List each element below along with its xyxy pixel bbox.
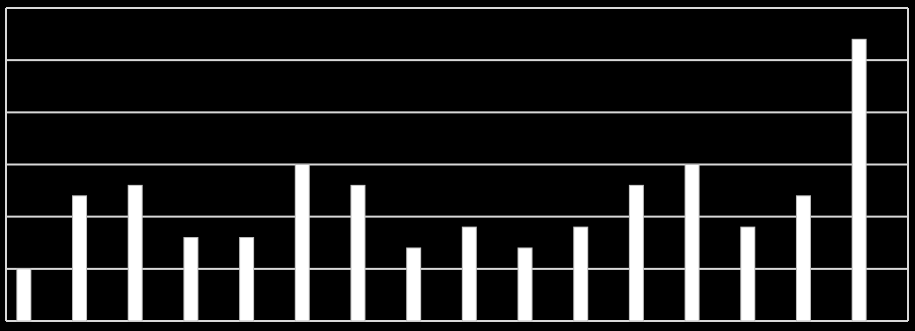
bar [461,226,477,322]
bar [183,237,199,322]
bar [350,184,366,322]
bar [684,164,700,322]
bar [740,226,756,322]
bar [795,195,811,322]
bar [406,247,422,322]
bar [294,164,310,322]
bar [239,237,255,322]
bar [628,184,644,322]
bar [16,268,32,322]
bar [573,226,589,322]
bar [851,38,867,322]
bar [127,184,143,322]
bar [517,247,533,322]
bar [72,195,88,322]
